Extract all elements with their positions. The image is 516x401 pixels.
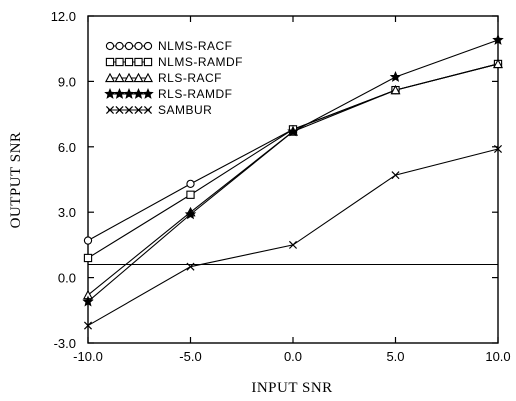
legend-marker-0-2 <box>124 41 134 51</box>
axis-ticks <box>87 15 499 344</box>
legend-marker-1-1 <box>115 57 124 67</box>
series-0-point-1 <box>186 179 195 189</box>
x-tick-label-2: 0.0 <box>284 349 302 364</box>
series-line-0 <box>87 63 499 242</box>
y-axis-title: OUTPUT SNR <box>8 132 24 229</box>
legend-marker-1-3 <box>134 57 143 67</box>
series-2-point-4 <box>492 58 504 69</box>
series-markers <box>82 33 504 330</box>
legend-marker-0-1 <box>115 41 124 51</box>
legend-marker-3-0 <box>104 87 116 99</box>
legend: NLMS-RACF NLMS-RAMDF RLS-RACF RLS-RAMDF SAMB… <box>104 39 243 117</box>
legend-marker-2-1 <box>114 72 125 83</box>
legend-label-4: SAMBUR <box>158 103 212 117</box>
legend-marker-4-4 <box>143 105 153 115</box>
legend-marker-2-4 <box>142 72 154 83</box>
legend-marker-4-1 <box>115 105 124 115</box>
x-tick-label-4: 10.0 <box>485 349 510 364</box>
legend-marker-0-0 <box>105 41 115 51</box>
legend-label-0: NLMS-RACF <box>158 39 233 53</box>
legend-marker-2-3 <box>133 72 144 83</box>
series-4-point-3 <box>391 171 400 180</box>
series-3-point-3 <box>389 71 402 82</box>
series-3-point-0 <box>82 295 94 307</box>
x-tick-label-3: 5.0 <box>386 349 404 364</box>
legend-marker-3-1 <box>113 87 126 99</box>
axis-tick-labels: -10.0 -5.0 0.0 5.0 10.0 -3.0 0.0 3.0 6.0 9.0 12.0 <box>51 9 511 364</box>
legend-label-1: NLMS-RAMDF <box>158 55 243 69</box>
legend-marker-1-2 <box>124 57 134 67</box>
series-line-2 <box>87 63 499 296</box>
series-1-point-0 <box>83 253 93 263</box>
series-4-point-4 <box>493 144 503 154</box>
x-tick-label-1: -5.0 <box>179 349 201 364</box>
y-tick-label-5: 12.0 <box>51 9 76 24</box>
y-tick-label-0: -3.0 <box>54 336 76 351</box>
y-tick-label-2: 3.0 <box>58 205 76 220</box>
series-3-point-1 <box>184 208 197 220</box>
y-tick-label-4: 9.0 <box>58 74 76 89</box>
legend-marker-4-0 <box>105 105 115 115</box>
series-0-point-0 <box>83 236 93 245</box>
legend-marker-4-2 <box>124 105 134 115</box>
legend-marker-1-4 <box>143 57 153 67</box>
legend-marker-4-3 <box>134 105 143 115</box>
legend-marker-3-4 <box>142 87 154 99</box>
series-1-point-1 <box>186 190 195 199</box>
legend-label-3: RLS-RAMDF <box>158 87 233 101</box>
series-3-point-4 <box>492 33 504 45</box>
y-tick-label-1: 0.0 <box>58 271 76 286</box>
x-axis-title: INPUT SNR <box>251 380 332 396</box>
series-2-point-3 <box>390 84 401 95</box>
x-tick-label-0: -10.0 <box>73 349 103 364</box>
legend-marker-2-0 <box>104 72 116 83</box>
legend-marker-0-3 <box>134 41 143 51</box>
series-4-point-1 <box>186 262 195 271</box>
series-3-point-2 <box>287 125 299 137</box>
series-4-point-0 <box>83 321 93 330</box>
legend-marker-3-2 <box>123 87 135 99</box>
series-line-4 <box>87 148 499 327</box>
legend-marker-0-4 <box>143 41 153 51</box>
series-lines <box>87 39 499 327</box>
legend-marker-2-2 <box>123 72 135 83</box>
series-4-point-2 <box>288 240 298 249</box>
y-tick-label-3: 6.0 <box>58 140 76 155</box>
legend-marker-1-0 <box>105 57 115 67</box>
legend-marker-3-3 <box>132 87 145 99</box>
legend-label-2: RLS-RACF <box>158 71 222 85</box>
